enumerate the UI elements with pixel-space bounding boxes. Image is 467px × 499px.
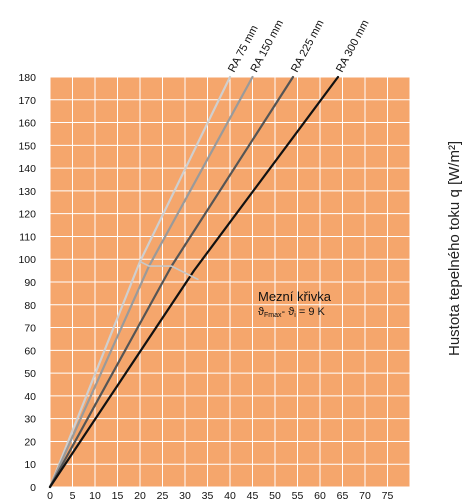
x-tick-label: 40 <box>224 490 236 499</box>
y-tick-label: 80 <box>24 300 36 312</box>
y-tick-label: 20 <box>24 436 36 448</box>
y-tick-label: 60 <box>24 345 36 357</box>
series-label: RA 300 mm <box>334 18 372 74</box>
y-tick-label: 50 <box>24 368 36 380</box>
y-tick-label: 150 <box>18 140 36 152</box>
y-tick-label: 30 <box>24 414 36 426</box>
x-tick-label: 10 <box>89 490 101 499</box>
y-tick-label: 140 <box>18 163 36 175</box>
x-tick-label: 25 <box>157 490 169 499</box>
y-tick-label: 110 <box>19 231 36 243</box>
limit-curve-group <box>139 260 199 281</box>
y-axis-label: Hustota tepelného toku q [W/m²] <box>446 141 463 356</box>
x-tick-label: 0 <box>47 490 53 499</box>
x-tick-label: 30 <box>179 490 191 499</box>
y-tick-label: 100 <box>18 254 36 266</box>
y-tick-label: 160 <box>18 118 36 130</box>
limit-curve-formula: ϑFmax- ϑi = 9 K <box>258 306 326 319</box>
y-tick-label: 130 <box>18 186 36 198</box>
x-tick-label: 5 <box>70 490 76 499</box>
series-line <box>48 75 340 489</box>
y-tick-label: 0 <box>30 482 36 494</box>
y-tick-label: 90 <box>24 277 36 289</box>
x-tick-label: 35 <box>202 490 214 499</box>
limit-curve-line <box>139 260 199 281</box>
y-tick-labels: 0 10 20 30 40 50 60 70 80 90 100 110 120 130 140 150 160… <box>18 72 36 494</box>
x-tick-label: 15 <box>112 490 124 499</box>
x-tick-labels: 0 5 10 15 20 25 30 35 40 45 50 55 60 65 70 75 <box>47 490 393 499</box>
x-tick-label: 55 <box>292 490 304 499</box>
y-tick-label: 10 <box>24 459 36 471</box>
y-tick-label: 170 <box>18 95 36 107</box>
y-tick-label: 120 <box>18 209 36 221</box>
x-tick-label: 70 <box>359 490 371 499</box>
series-label: RA 225 mm <box>289 18 327 74</box>
x-tick-label: 20 <box>134 490 146 499</box>
x-tick-label: 45 <box>247 490 259 499</box>
limit-curve-label: Mezní křivka <box>258 289 332 304</box>
x-tick-label: 65 <box>337 490 349 499</box>
y-tick-label: 180 <box>18 72 36 84</box>
x-tick-label: 60 <box>314 490 326 499</box>
y-tick-label: 70 <box>24 323 36 335</box>
x-tick-label: 75 <box>382 490 394 499</box>
x-tick-label: 50 <box>269 490 281 499</box>
y-tick-label: 40 <box>24 391 36 403</box>
